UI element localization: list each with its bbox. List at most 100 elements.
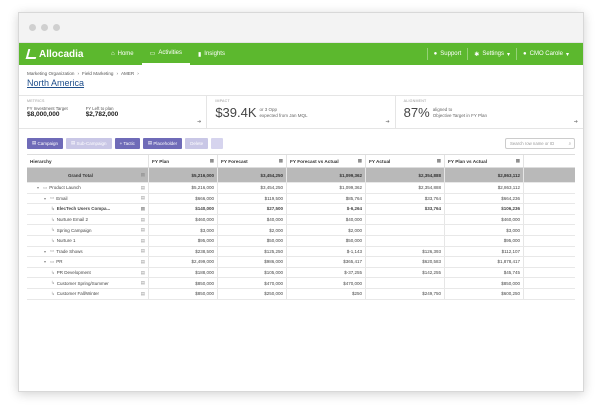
- search-input[interactable]: Search row name or ID ⌕: [505, 137, 575, 149]
- value-cell[interactable]: $40,000: [287, 214, 366, 225]
- value-cell[interactable]: $365,417: [287, 257, 366, 267]
- value-cell[interactable]: $1,099,362: [287, 168, 366, 182]
- row-details-icon[interactable]: ▤: [140, 280, 145, 286]
- nav-insights[interactable]: ▮ Insights: [190, 43, 233, 65]
- row-details-icon[interactable]: ▤: [140, 195, 145, 201]
- value-cell[interactable]: $250: [287, 288, 366, 299]
- value-cell[interactable]: $2,499,000: [149, 257, 218, 267]
- value-cell[interactable]: $95,000: [445, 235, 524, 246]
- hierarchy-cell[interactable]: ▾ ▭ Product Launch ▤: [27, 183, 149, 193]
- table-row[interactable]: ↳ Customer Spring/Summer ▤ $850,000 $470,000…: [27, 278, 575, 289]
- value-cell[interactable]: $2,863,112: [445, 183, 524, 193]
- col-fy-forecast[interactable]: FY Forecast ▦: [218, 155, 287, 167]
- nav-activities[interactable]: ▭ Activities: [141, 43, 190, 65]
- breadcrumb-item[interactable]: Marketing Organization: [27, 71, 75, 76]
- value-cell[interactable]: $664,236: [445, 193, 524, 204]
- value-cell[interactable]: $105,000: [218, 267, 287, 278]
- value-cell[interactable]: $3,000: [445, 225, 524, 235]
- value-cell[interactable]: $119,500: [218, 193, 287, 204]
- value-cell[interactable]: $112,107: [445, 246, 524, 257]
- delete-button[interactable]: Delete: [185, 137, 209, 149]
- value-cell[interactable]: $5,216,000: [149, 183, 218, 193]
- value-cell[interactable]: $3,000: [149, 225, 218, 235]
- hierarchy-cell[interactable]: ↳ Spring Campaign ▤: [27, 225, 149, 235]
- add-placeholder-button[interactable]: ▤ Placeholder: [142, 137, 183, 149]
- add-sub-campaign-button[interactable]: ▤ Sub-Campaign: [66, 137, 112, 149]
- value-cell[interactable]: $33,764: [366, 204, 445, 214]
- value-cell[interactable]: $3,454,250: [218, 183, 287, 193]
- value-cell[interactable]: $125,250: [218, 246, 287, 257]
- expand-arrow-icon[interactable]: ➔: [385, 119, 390, 125]
- value-cell[interactable]: $85,764: [287, 193, 366, 204]
- table-row[interactable]: ↳ ElecTech Users Compa... ▤ $140,000 $27,500…: [27, 204, 575, 215]
- table-row[interactable]: ▾ ▭ PR ▤ $2,499,000 $986,000 $365,417 $620,583 $…: [27, 257, 575, 268]
- value-cell[interactable]: [366, 235, 445, 246]
- row-details-icon[interactable]: ▤: [140, 237, 145, 243]
- value-cell[interactable]: $1,878,417: [445, 257, 524, 267]
- page-title[interactable]: North America: [27, 78, 85, 88]
- value-cell[interactable]: $40,000: [218, 214, 287, 225]
- add-tactic-button[interactable]: + Tactic: [114, 137, 140, 149]
- value-cell[interactable]: [366, 278, 445, 288]
- value-cell[interactable]: $2,000: [287, 225, 366, 235]
- row-details-icon[interactable]: ▤: [140, 205, 145, 211]
- value-cell[interactable]: $2,000: [218, 225, 287, 235]
- table-row[interactable]: ▾ ▭ Trade Shows ▤ $238,500 $125,250 $-1,143 $12…: [27, 246, 575, 258]
- table-row[interactable]: ↳ Nurture 1 ▤ $95,000 $50,000 $50,000 $95,000: [27, 235, 575, 247]
- value-cell[interactable]: $666,000: [149, 193, 218, 204]
- table-row[interactable]: ▾ ▭ Email ▤ $666,000 $119,500 $85,764 $33,764 $6…: [27, 193, 575, 205]
- expand-caret-icon[interactable]: ▾: [44, 248, 47, 254]
- value-cell[interactable]: $126,393: [366, 246, 445, 257]
- hierarchy-cell[interactable]: ↳ Customer Spring/Summer ▤: [27, 278, 149, 288]
- value-cell[interactable]: $850,000: [149, 288, 218, 299]
- hierarchy-cell[interactable]: ↳ Customer Fall/Winter ▤: [27, 288, 149, 299]
- col-fy-plan[interactable]: FY Plan ▦: [149, 155, 218, 167]
- hierarchy-cell[interactable]: Grand Total ▤: [27, 168, 149, 182]
- table-row[interactable]: ↳ Nurture Email 2 ▤ $460,000 $40,000 $40,000 $…: [27, 214, 575, 226]
- row-details-icon[interactable]: ▤: [140, 290, 145, 296]
- allocadia-logo[interactable]: Allocadia: [25, 49, 103, 60]
- expand-caret-icon[interactable]: ▾: [44, 259, 47, 265]
- expand-caret-icon[interactable]: ▾: [44, 195, 47, 201]
- row-details-icon[interactable]: ▤: [140, 269, 145, 275]
- value-cell[interactable]: $5,216,000: [149, 168, 218, 182]
- row-details-icon[interactable]: ▤: [140, 227, 145, 233]
- value-cell[interactable]: $142,255: [366, 267, 445, 278]
- value-cell[interactable]: $470,000: [218, 278, 287, 288]
- value-cell[interactable]: $986,000: [218, 257, 287, 267]
- value-cell[interactable]: $27,500: [218, 204, 287, 214]
- hierarchy-cell[interactable]: ↳ Nurture 1 ▤: [27, 235, 149, 246]
- value-cell[interactable]: $50,000: [287, 235, 366, 246]
- hierarchy-cell[interactable]: ↳ Nurture Email 2 ▤: [27, 214, 149, 225]
- hierarchy-cell[interactable]: ▾ ▭ Email ▤: [27, 193, 149, 204]
- table-row[interactable]: ↳ Spring Campaign ▤ $3,000 $2,000 $2,000 $3,00…: [27, 225, 575, 236]
- value-cell[interactable]: $50,000: [218, 235, 287, 246]
- value-cell[interactable]: $460,000: [445, 214, 524, 225]
- col-plan-vs-actual[interactable]: FY Plan vs Actual ▦: [445, 155, 524, 167]
- value-cell[interactable]: $238,500: [149, 246, 218, 257]
- value-cell[interactable]: $620,583: [366, 257, 445, 267]
- value-cell[interactable]: $106,236: [445, 204, 524, 214]
- col-fy-actual[interactable]: FY Actual ▦: [366, 155, 445, 167]
- expand-arrow-icon[interactable]: ➔: [197, 119, 202, 125]
- row-details-icon[interactable]: ▤: [140, 216, 145, 222]
- value-cell[interactable]: $188,000: [149, 267, 218, 278]
- value-cell[interactable]: $33,764: [366, 193, 445, 204]
- window-dot-2[interactable]: [41, 24, 48, 31]
- row-details-icon[interactable]: ▤: [140, 248, 145, 254]
- table-row[interactable]: ↳ Customer Fall/Winter ▤ $850,000 $250,000 $2…: [27, 288, 575, 300]
- col-forecast-vs-actual[interactable]: FY Forecast vs Actual ▦: [287, 155, 366, 167]
- value-cell[interactable]: $250,000: [218, 288, 287, 299]
- value-cell[interactable]: $-1,143: [287, 246, 366, 257]
- nav-home[interactable]: ⌂ Home: [103, 43, 142, 65]
- more-button[interactable]: [211, 137, 224, 149]
- value-cell[interactable]: $460,000: [149, 214, 218, 225]
- window-dot-3[interactable]: [53, 24, 60, 31]
- expand-arrow-icon[interactable]: ➔: [573, 119, 578, 125]
- hierarchy-cell[interactable]: ▾ ▭ Trade Shows ▤: [27, 246, 149, 257]
- value-cell[interactable]: $2,354,888: [366, 183, 445, 193]
- col-hierarchy[interactable]: Hierarchy: [27, 155, 149, 167]
- value-cell[interactable]: $140,000: [149, 204, 218, 214]
- value-cell[interactable]: $45,745: [445, 267, 524, 278]
- value-cell[interactable]: $2,863,112: [445, 168, 524, 182]
